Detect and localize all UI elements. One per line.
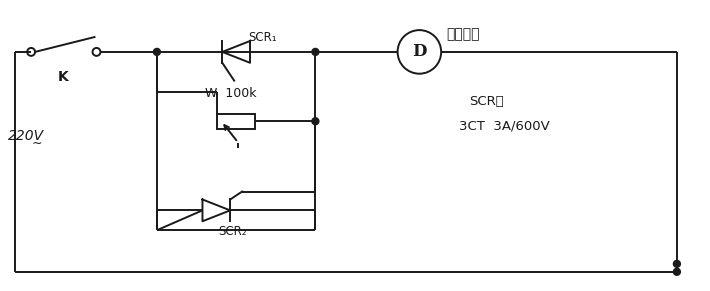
Circle shape	[153, 48, 160, 55]
Circle shape	[673, 268, 680, 275]
Text: 220V: 220V	[9, 129, 45, 143]
Text: W  100k: W 100k	[205, 87, 257, 100]
Circle shape	[312, 118, 319, 125]
Text: 3CT  3A/600V: 3CT 3A/600V	[459, 120, 550, 133]
Circle shape	[673, 260, 680, 267]
Text: ∼: ∼	[32, 136, 43, 150]
Text: D: D	[412, 43, 427, 61]
Text: SCR：: SCR：	[469, 95, 503, 108]
Text: K: K	[58, 70, 68, 84]
Circle shape	[312, 48, 319, 55]
Text: SCR₂: SCR₂	[218, 225, 247, 238]
Text: SCR₁: SCR₁	[248, 31, 277, 44]
Text: 风扇马达: 风扇马达	[446, 27, 480, 41]
Bar	[217, 114, 255, 129]
